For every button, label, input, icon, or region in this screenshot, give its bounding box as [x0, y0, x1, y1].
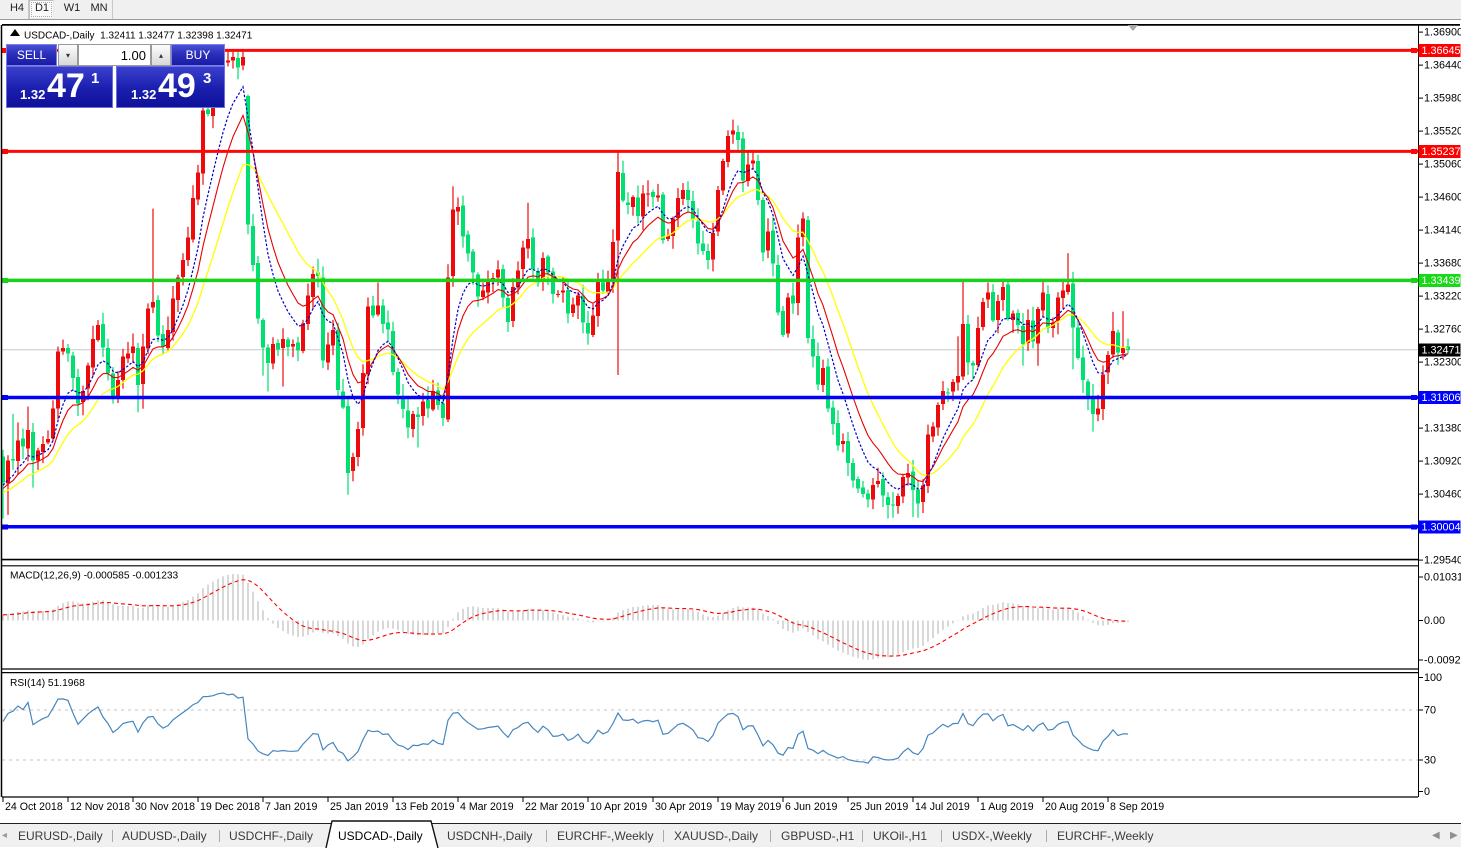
svg-text:8 Sep 2019: 8 Sep 2019: [1110, 801, 1164, 813]
svg-text:MACD(12,26,9) -0.000585 -0.001: MACD(12,26,9) -0.000585 -0.001233: [10, 571, 179, 582]
svg-text:7 Jan 2019: 7 Jan 2019: [265, 801, 318, 813]
svg-text:1.30920: 1.30920: [1424, 456, 1461, 468]
svg-text:1.32300: 1.32300: [1424, 357, 1461, 369]
svg-text:6 Jun 2019: 6 Jun 2019: [785, 801, 838, 813]
svg-text:1.32471: 1.32471: [1422, 344, 1461, 356]
svg-text:1.34140: 1.34140: [1424, 225, 1461, 237]
svg-text:1.33680: 1.33680: [1424, 258, 1461, 270]
svg-text:1.34600: 1.34600: [1424, 192, 1461, 204]
svg-text:13 Feb 2019: 13 Feb 2019: [395, 801, 455, 813]
svg-text:25 Jun 2019: 25 Jun 2019: [850, 801, 908, 813]
svg-text:1.35520: 1.35520: [1424, 126, 1461, 138]
svg-text:19 Dec 2018: 19 Dec 2018: [200, 801, 260, 813]
svg-text:24 Oct 2018: 24 Oct 2018: [5, 801, 63, 813]
svg-text:1.36900: 1.36900: [1424, 27, 1461, 39]
svg-text:30 Apr 2019: 30 Apr 2019: [655, 801, 712, 813]
svg-text:RSI(14) 51.1968: RSI(14) 51.1968: [10, 678, 85, 689]
svg-text:30 Nov 2018: 30 Nov 2018: [135, 801, 195, 813]
svg-text:0.00: 0.00: [1424, 615, 1445, 627]
svg-text:1.36645: 1.36645: [1422, 45, 1461, 57]
svg-text:30: 30: [1424, 755, 1436, 767]
svg-text:100: 100: [1424, 672, 1442, 684]
svg-text:4 Mar 2019: 4 Mar 2019: [460, 801, 514, 813]
svg-text:1.30004: 1.30004: [1422, 521, 1461, 533]
svg-text:1.30460: 1.30460: [1424, 489, 1461, 501]
svg-text:1.35060: 1.35060: [1424, 159, 1461, 171]
svg-text:19 May 2019: 19 May 2019: [720, 801, 781, 813]
svg-text:70: 70: [1424, 705, 1436, 717]
svg-text:1.33439: 1.33439: [1422, 275, 1461, 287]
svg-text:22 Mar 2019: 22 Mar 2019: [525, 801, 585, 813]
svg-text:1.32760: 1.32760: [1424, 324, 1461, 336]
svg-text:20 Aug 2019: 20 Aug 2019: [1045, 801, 1105, 813]
svg-text:1.33220: 1.33220: [1424, 291, 1461, 303]
svg-text:12 Nov 2018: 12 Nov 2018: [70, 801, 130, 813]
svg-text:1 Aug 2019: 1 Aug 2019: [980, 801, 1034, 813]
svg-text:USDCAD-,Daily 1.32411 1.32477: USDCAD-,Daily 1.32411 1.32477 1.32398 1.…: [24, 31, 253, 42]
svg-text:1.29540: 1.29540: [1424, 555, 1461, 567]
svg-text:14 Jul 2019: 14 Jul 2019: [915, 801, 970, 813]
svg-text:0.010311: 0.010311: [1424, 572, 1461, 584]
svg-text:25 Jan 2019: 25 Jan 2019: [330, 801, 388, 813]
svg-text:1.35237: 1.35237: [1422, 146, 1461, 158]
svg-text:1.31380: 1.31380: [1424, 423, 1461, 435]
svg-text:0: 0: [1424, 786, 1430, 798]
svg-text:1.35980: 1.35980: [1424, 93, 1461, 105]
svg-text:-0.009203: -0.009203: [1424, 655, 1461, 667]
svg-text:1.36440: 1.36440: [1424, 60, 1461, 72]
svg-text:1.31806: 1.31806: [1422, 392, 1461, 404]
svg-text:10 Apr 2019: 10 Apr 2019: [590, 801, 647, 813]
